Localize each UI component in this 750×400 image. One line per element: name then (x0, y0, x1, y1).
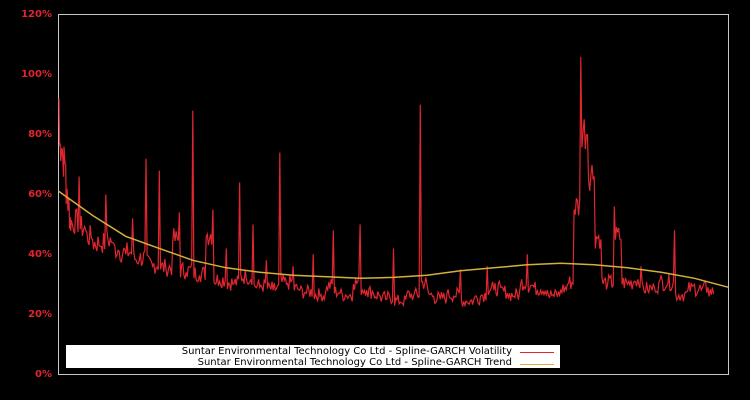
legend-label-trend: Suntar Environmental Technology Co Ltd -… (197, 357, 512, 368)
y-tick-label: 120% (21, 9, 52, 20)
y-tick-label: 100% (21, 69, 52, 80)
volatility-line (58, 56, 715, 308)
y-tick-label: 60% (28, 189, 52, 200)
chart-legend: Suntar Environmental Technology Co Ltd -… (66, 345, 560, 368)
plot-frame (58, 14, 729, 375)
y-tick-label: 40% (28, 249, 52, 260)
legend-swatch-volatility (520, 352, 554, 353)
y-tick-label: 80% (28, 129, 52, 140)
trend-line (58, 190, 729, 288)
legend-swatch-trend (520, 364, 554, 365)
legend-label-volatility: Suntar Environmental Technology Co Ltd -… (181, 346, 512, 357)
y-tick-label: 20% (28, 309, 52, 320)
y-tick-label: 0% (35, 369, 52, 380)
